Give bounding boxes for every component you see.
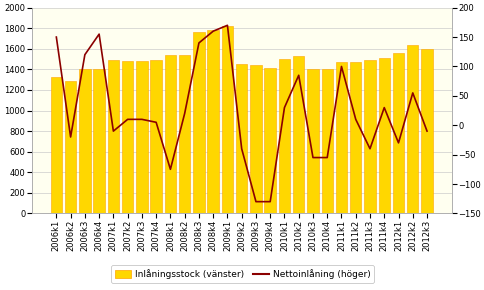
- Bar: [321, 69, 332, 213]
- Bar: [65, 81, 76, 213]
- Bar: [392, 53, 403, 213]
- Bar: [193, 32, 204, 213]
- Bar: [378, 58, 389, 213]
- Bar: [406, 45, 418, 213]
- Bar: [50, 77, 62, 213]
- Bar: [250, 65, 261, 213]
- Bar: [165, 55, 176, 213]
- Bar: [363, 60, 375, 213]
- Bar: [236, 64, 247, 213]
- Bar: [264, 68, 275, 213]
- Bar: [335, 62, 347, 213]
- Bar: [349, 62, 361, 213]
- Bar: [307, 69, 318, 213]
- Bar: [79, 69, 91, 213]
- Bar: [278, 59, 289, 213]
- Bar: [207, 30, 218, 213]
- Bar: [150, 60, 162, 213]
- Legend: Inlåningsstock (vänster), Nettoinlåning (höger): Inlåningsstock (vänster), Nettoinlåning …: [111, 265, 373, 282]
- Bar: [121, 61, 133, 213]
- Bar: [179, 55, 190, 213]
- Bar: [93, 69, 105, 213]
- Bar: [292, 56, 304, 213]
- Bar: [421, 49, 432, 213]
- Bar: [107, 60, 119, 213]
- Bar: [221, 26, 233, 213]
- Bar: [136, 61, 147, 213]
